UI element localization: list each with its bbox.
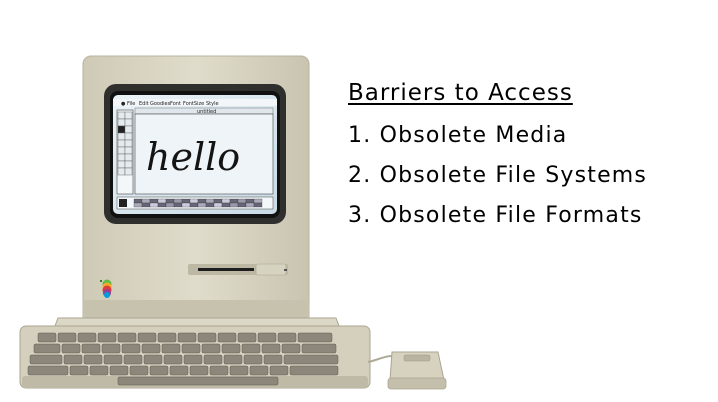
pattern-palette [116, 196, 274, 210]
barrier-item-obsolete-file-formats: 3. Obsolete File Formats [348, 203, 643, 228]
key-rows [27, 332, 339, 376]
apple-menu-glyph: ● [121, 101, 126, 107]
apple-logo [100, 279, 112, 298]
menu-fontsize: FontSize [183, 101, 204, 107]
window-title: untitled [197, 109, 216, 115]
tool-palette [116, 109, 134, 195]
menu-file: File [127, 101, 135, 107]
menu-font: Font [170, 101, 181, 107]
screen-greeting: hello [146, 135, 240, 179]
barrier-list: 1. Obsolete Media 2. Obsolete File Syste… [348, 116, 708, 236]
barrier-item-obsolete-media: 1. Obsolete Media [348, 123, 568, 148]
keyboard [19, 317, 371, 389]
menu-goodies: Goodies [150, 101, 171, 107]
mouse [367, 351, 447, 390]
drawing-canvas [134, 113, 274, 195]
space-bar [117, 376, 279, 386]
barriers-text-panel: Barriers to Access 1. Obsolete Media 2. … [348, 78, 708, 236]
slide-heading: Barriers to Access [348, 80, 573, 106]
computer-case: ● File Edit Goodies Font FontSize Style … [82, 55, 310, 340]
menu-style: Style [206, 101, 219, 107]
floppy-drive-slot [188, 263, 288, 276]
screen-menu-bar: ● File Edit Goodies Font FontSize Style [121, 101, 219, 107]
barrier-item-obsolete-file-systems: 2. Obsolete File Systems [348, 163, 648, 188]
menu-edit: Edit [139, 101, 149, 107]
